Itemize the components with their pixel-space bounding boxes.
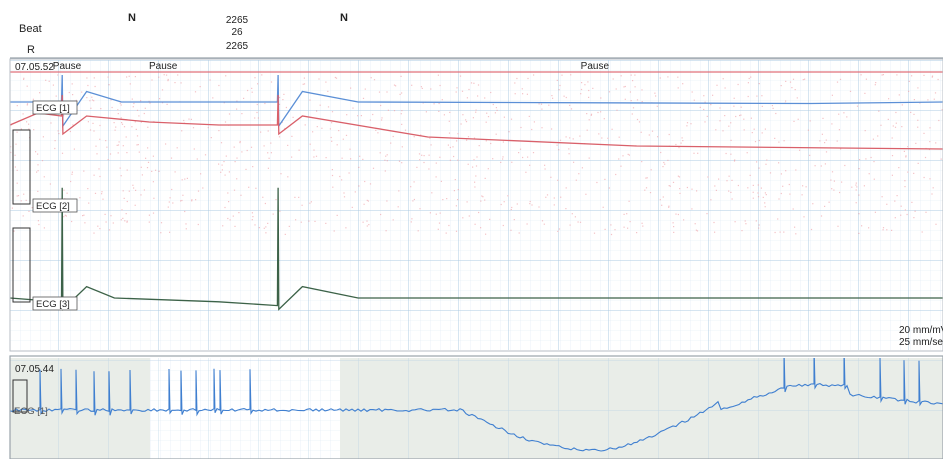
gain-setting: 20 mm/mV bbox=[899, 325, 943, 336]
trace-ecg-1 bbox=[10, 74, 943, 129]
cal-pulse-ecg3 bbox=[12, 227, 31, 303]
beat-value-1: 2265 bbox=[226, 15, 249, 26]
overview-start-time: 07.05.44 bbox=[15, 364, 54, 375]
main-start-time: 07.05.52 bbox=[15, 62, 54, 73]
trace-ecg-3 bbox=[10, 187, 943, 311]
speed-setting: 25 mm/sec bbox=[899, 337, 943, 348]
channel-label-ecg3[interactable]: ECG [3] bbox=[32, 296, 78, 311]
artifact-noise bbox=[10, 74, 943, 236]
main-strip-frame bbox=[9, 58, 943, 352]
channel-label-ecg1-text: ECG [1] bbox=[36, 103, 70, 114]
overview-strip[interactable] bbox=[10, 344, 943, 459]
calibration-pulses bbox=[12, 129, 31, 303]
cal-pulse-ecg2 bbox=[12, 129, 31, 205]
channel-label-ecg3-text: ECG [3] bbox=[36, 299, 70, 310]
beat-value-3: 2265 bbox=[226, 41, 249, 52]
overview-strip-frame bbox=[9, 355, 943, 459]
pause-label: Pause bbox=[149, 61, 178, 72]
channel-label-ecg2[interactable]: ECG [2] bbox=[32, 198, 78, 213]
beat-marker-2: N bbox=[340, 12, 348, 24]
beat-value-2: 26 bbox=[231, 27, 243, 38]
overview-grid-major bbox=[10, 358, 943, 459]
overview-cal-pulse bbox=[12, 379, 28, 413]
pause-labels: Pause Pause Pause bbox=[53, 61, 610, 72]
beat-label: Beat bbox=[19, 23, 42, 35]
channel-label-ecg1[interactable]: ECG [1] bbox=[32, 100, 78, 115]
header: Beat R N N 2265 26 2265 bbox=[10, 12, 943, 59]
pause-label: Pause bbox=[53, 61, 82, 72]
main-grid-major bbox=[10, 60, 943, 350]
main-strip[interactable] bbox=[10, 60, 943, 350]
channel-label-ecg2-text: ECG [2] bbox=[36, 201, 70, 212]
overview-trace bbox=[10, 358, 943, 452]
r-label: R bbox=[27, 44, 35, 56]
beat-marker-1: N bbox=[128, 12, 136, 24]
overview-channel-label: ECG [1] bbox=[14, 406, 48, 417]
pause-label: Pause bbox=[581, 61, 610, 72]
